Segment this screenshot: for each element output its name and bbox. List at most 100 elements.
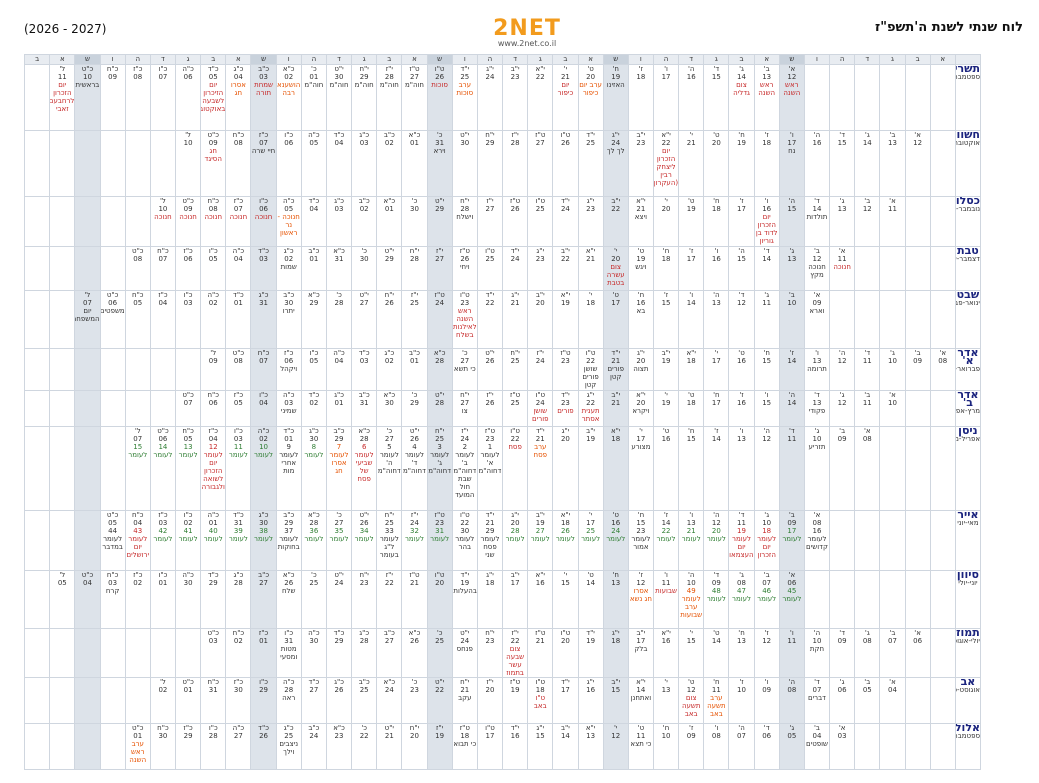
- day-cell[interactable]: ט"ו 26 סוכות: [426, 64, 453, 131]
- day-cell[interactable]: י"א 18: [602, 426, 629, 511]
- day-cell[interactable]: כ"ד 01: [225, 290, 252, 349]
- day-cell[interactable]: ז' 14: [778, 348, 805, 391]
- day-cell[interactable]: י' 21: [678, 130, 705, 197]
- day-cell[interactable]: י"ט 30: [451, 130, 478, 197]
- day-cell[interactable]: ח' 13: [728, 628, 755, 678]
- day-cell[interactable]: כ"ו 31 מטות ומסעי: [275, 628, 302, 678]
- day-cell[interactable]: י"ב 17 בלק: [627, 628, 654, 678]
- day-cell[interactable]: ל' 10: [174, 130, 202, 197]
- day-cell[interactable]: ט"ז 27 חוה"מ: [401, 64, 428, 131]
- day-cell[interactable]: כ"ג 25 ניצבים וילך: [275, 723, 302, 770]
- day-cell[interactable]: ד' 07 דברים: [803, 677, 831, 724]
- day-cell[interactable]: כ"א 26 שלח: [275, 570, 302, 629]
- day-cell[interactable]: י"ד 19: [577, 628, 604, 678]
- day-cell[interactable]: י"א 16: [652, 628, 680, 678]
- day-cell[interactable]: י"ב 23: [627, 130, 654, 197]
- day-cell[interactable]: כ"ג 30 8 לעומר: [300, 426, 327, 511]
- day-cell[interactable]: כ"ג 02 שמות: [275, 246, 302, 291]
- day-cell[interactable]: ד' 15: [703, 64, 730, 131]
- day-cell[interactable]: כ"ט 01 ערב ראש השנה: [124, 723, 151, 770]
- day-cell[interactable]: כ"ו 03: [174, 290, 202, 349]
- day-cell[interactable]: י"ח 27 צו: [451, 390, 478, 427]
- day-cell[interactable]: ל' 10 חנוכה: [149, 196, 177, 247]
- day-cell[interactable]: ח' 16 בא: [627, 290, 654, 349]
- day-cell[interactable]: ו' 17 נח: [778, 130, 805, 197]
- day-cell[interactable]: י"ג 20 28 לעומר: [502, 510, 529, 571]
- day-cell[interactable]: י"ד 21 ערב פסח: [527, 426, 554, 511]
- day-cell[interactable]: ה' 12: [753, 426, 780, 511]
- day-cell[interactable]: י"ז 27: [426, 246, 453, 291]
- day-cell[interactable]: ט' 19: [678, 196, 705, 247]
- day-cell[interactable]: ט' 19 ויגש: [627, 246, 654, 291]
- day-cell[interactable]: כ' 31 וירא: [426, 130, 453, 197]
- day-cell[interactable]: י"א 18: [678, 348, 705, 391]
- day-cell[interactable]: כ"ט 08: [124, 246, 151, 291]
- day-cell[interactable]: י"ז 25: [401, 290, 428, 349]
- day-cell[interactable]: כ"ח 05: [124, 290, 151, 349]
- day-cell[interactable]: ה' 15: [728, 246, 755, 291]
- day-cell[interactable]: כ"ו 05: [200, 246, 227, 291]
- day-cell[interactable]: י"ג 20 תצוה: [627, 348, 654, 391]
- day-cell[interactable]: כ"ב 31: [351, 390, 378, 427]
- day-cell[interactable]: ד' 14: [753, 246, 780, 291]
- day-cell[interactable]: י"ט 24: [325, 570, 353, 629]
- day-cell[interactable]: א' 04: [879, 677, 906, 724]
- day-cell[interactable]: ל' 02: [149, 677, 177, 724]
- day-cell[interactable]: כ' 27 כי תשא: [451, 348, 478, 391]
- day-cell[interactable]: ט"ז 23 1 לעומר א' דחוה"מ: [476, 426, 504, 511]
- day-cell[interactable]: י"ב 22: [602, 196, 629, 247]
- day-cell[interactable]: כ"ג 02: [376, 348, 403, 391]
- day-cell[interactable]: ה' 07: [728, 723, 755, 770]
- day-cell[interactable]: ז' 16: [728, 390, 755, 427]
- day-cell[interactable]: י"ד 21 פורים קטן: [602, 348, 629, 391]
- day-cell[interactable]: כ"ז 29: [174, 723, 202, 770]
- day-cell[interactable]: ו' 08: [703, 723, 730, 770]
- day-cell[interactable]: י' 17: [703, 348, 730, 391]
- day-cell[interactable]: י"ד 24: [502, 246, 529, 291]
- day-cell[interactable]: ו' 15: [753, 390, 780, 427]
- day-cell[interactable]: י"ח 23: [476, 628, 504, 678]
- day-cell[interactable]: ב' 12 חנוכה מקץ: [803, 246, 831, 291]
- day-cell[interactable]: ח' 18: [703, 196, 730, 247]
- day-cell[interactable]: ד' 13 פקודי: [803, 390, 831, 427]
- day-cell[interactable]: י"ז 22: [376, 570, 403, 629]
- day-cell[interactable]: י"ב 23: [502, 64, 529, 131]
- day-cell[interactable]: ט' 20: [703, 130, 730, 197]
- day-cell[interactable]: כ' 01 חוה"מ: [300, 64, 327, 131]
- day-cell[interactable]: י"ז 19: [426, 723, 453, 770]
- day-cell[interactable]: כ' 27 35 לעומר: [325, 510, 353, 571]
- day-cell[interactable]: י"א 19: [552, 290, 579, 349]
- day-cell[interactable]: כ"ט 10 בראשית: [74, 64, 101, 131]
- day-cell[interactable]: כ"א 31: [325, 246, 353, 291]
- day-cell[interactable]: ל' 09: [200, 348, 227, 391]
- day-cell[interactable]: כ"ה 27: [225, 723, 252, 770]
- day-cell[interactable]: ח' 18: [652, 246, 680, 291]
- day-cell[interactable]: י"ד 21 29 לעומר פסח שני: [476, 510, 504, 571]
- day-cell[interactable]: י"ט 29: [376, 246, 403, 291]
- day-cell[interactable]: י"ב 21: [602, 390, 629, 427]
- day-cell[interactable]: י"ב 20: [527, 290, 554, 349]
- day-cell[interactable]: ד' 15: [829, 130, 856, 197]
- day-cell[interactable]: ט"ו 22 שושן פורים קטן: [577, 348, 604, 391]
- day-cell[interactable]: כ"ג 28: [225, 570, 252, 629]
- day-cell[interactable]: ח' 15: [753, 348, 780, 391]
- day-cell[interactable]: כ"ח 08: [225, 130, 252, 197]
- day-cell[interactable]: כ"ה 02 10 לעומר: [250, 426, 277, 511]
- day-cell[interactable]: כ"ז 30: [225, 677, 252, 724]
- day-cell[interactable]: ט"ו 25: [527, 196, 554, 247]
- day-cell[interactable]: כ"ו 02 41 לעומר: [174, 510, 202, 571]
- day-cell[interactable]: כ"א 29: [300, 290, 327, 349]
- day-cell[interactable]: כ"ה 05 חנוכה - נר ראשון: [275, 196, 302, 247]
- day-cell[interactable]: א' 08: [929, 348, 956, 391]
- day-cell[interactable]: ד' 12: [728, 290, 755, 349]
- day-cell[interactable]: ט' 16: [652, 426, 680, 511]
- day-cell[interactable]: ד' 09: [829, 628, 856, 678]
- day-cell[interactable]: י"ט 21: [376, 723, 403, 770]
- day-cell[interactable]: כ"ז 07 חיי שרה: [250, 130, 277, 197]
- day-cell[interactable]: ט"ז 25: [502, 390, 529, 427]
- day-cell[interactable]: כ"ח 07: [250, 348, 277, 391]
- day-cell[interactable]: כ"ה 03 שמיני: [275, 390, 302, 427]
- day-cell[interactable]: ג' 05: [778, 723, 805, 770]
